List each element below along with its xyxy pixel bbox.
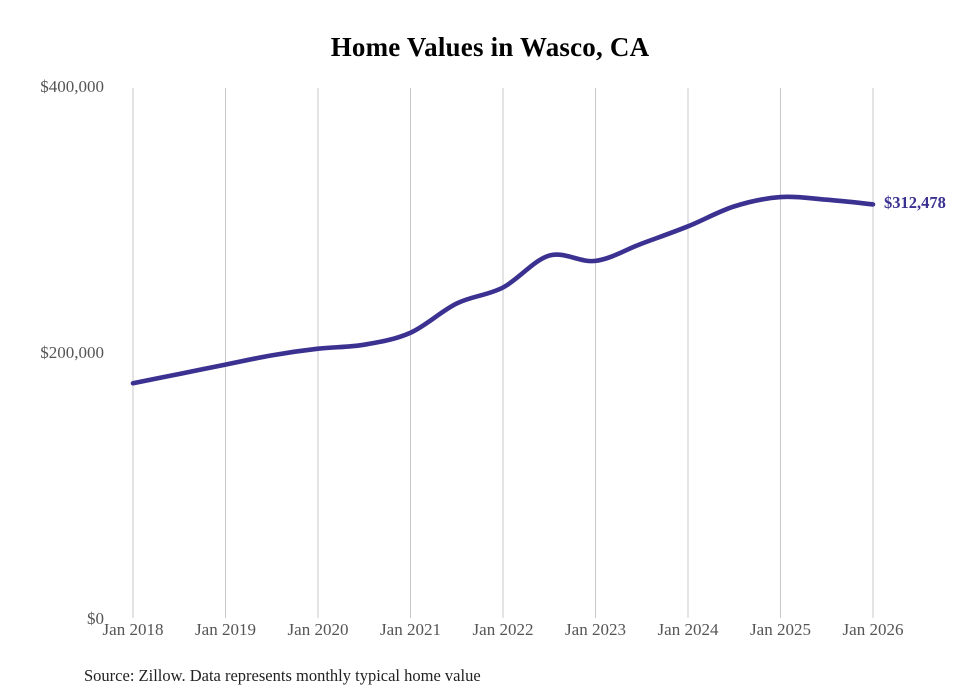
y-tick-label: $400,000 <box>40 77 104 96</box>
x-tick-label: Jan 2023 <box>565 620 626 639</box>
end-value-annotation: $312,478 <box>884 193 946 213</box>
x-tick-label: Jan 2026 <box>842 620 904 639</box>
x-tick-label: Jan 2021 <box>380 620 441 639</box>
x-tick-label: Jan 2020 <box>287 620 349 639</box>
x-tick-label: Jan 2025 <box>750 620 811 639</box>
x-tick-label: Jan 2024 <box>657 620 719 639</box>
home-value-line <box>130 194 876 386</box>
x-tick-label: Jan 2022 <box>472 620 534 639</box>
x-tick-label: Jan 2018 <box>102 620 164 639</box>
chart-title: Home Values in Wasco, CA <box>330 32 650 62</box>
y-tick-label: $0 <box>87 609 104 628</box>
gridline-group <box>132 88 874 618</box>
source-note: Source: Zillow. Data represents monthly … <box>84 666 481 685</box>
y-tick-label: $200,000 <box>40 343 104 362</box>
x-tick-label: Jan 2019 <box>195 620 256 639</box>
